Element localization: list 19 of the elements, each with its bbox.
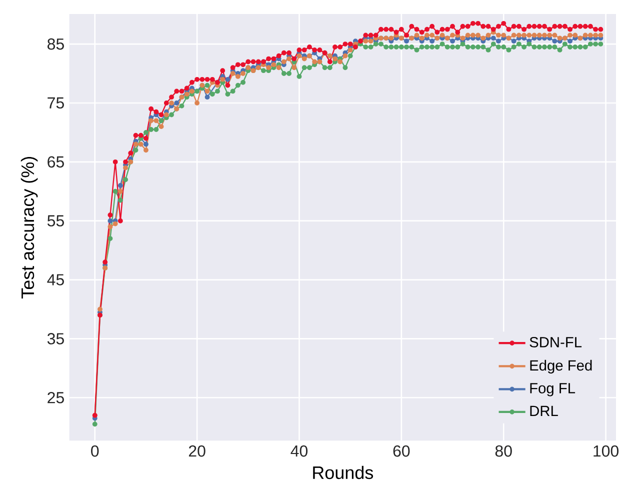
y-tick-label: 85 bbox=[48, 38, 64, 50]
y-tick-label: 35 bbox=[47, 333, 64, 344]
y-tick-label: 45 bbox=[47, 274, 64, 286]
x-tick-label: 40 bbox=[290, 445, 308, 457]
x-axis-title: Rounds bbox=[313, 466, 374, 480]
x-tick-label: 20 bbox=[188, 445, 206, 457]
x-tick-label: 0 bbox=[91, 445, 99, 457]
legend-label: Fog FL bbox=[530, 383, 576, 396]
y-tick-label: 55 bbox=[47, 215, 64, 226]
y-tick-label: 25 bbox=[48, 392, 64, 404]
y-tick-label: 75 bbox=[48, 97, 64, 109]
x-tick-label: 100 bbox=[594, 445, 619, 457]
legend-label: DRL bbox=[530, 406, 558, 416]
x-tick-label: 80 bbox=[495, 445, 512, 457]
y-axis-title: Test accuracy (%) bbox=[20, 156, 38, 298]
legend-label: SDN-FL bbox=[530, 336, 582, 348]
legend-label: Edge Fed bbox=[530, 360, 592, 374]
y-tick-label: 65 bbox=[48, 156, 64, 168]
x-tick-label: 60 bbox=[393, 445, 410, 457]
